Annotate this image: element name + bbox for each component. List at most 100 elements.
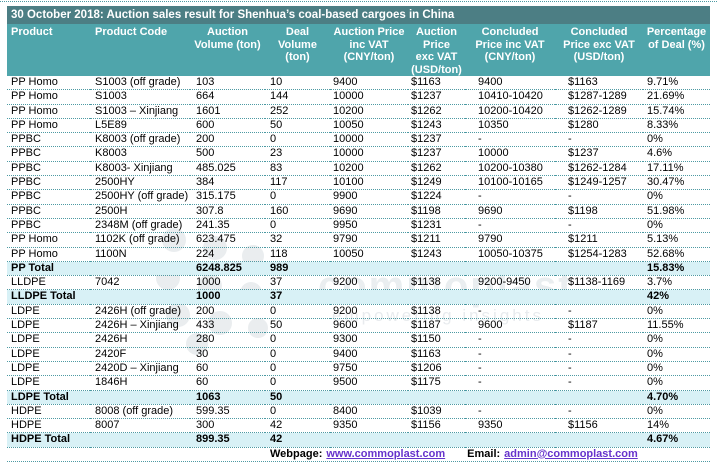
- column-header-auction-price-inc-vat: Auction Price inc VAT (CNY/ton): [330, 24, 408, 76]
- cell-product-code: 8007: [90, 418, 190, 434]
- cell-percentage-of-deal: 21.69%: [643, 89, 710, 105]
- cell-auction-price-exc-vat: $1237: [408, 132, 465, 148]
- cell-percentage-of-deal: 14%: [643, 418, 710, 434]
- cell-auction-volume: 60: [190, 361, 265, 377]
- cell-auction-price-exc-vat: $1138: [408, 304, 465, 320]
- cell-concluded-price-exc-vat: $1237: [555, 146, 643, 162]
- column-header-product-code: Product Code: [90, 24, 190, 76]
- cell-auction-price-exc-vat: $1163: [408, 347, 465, 362]
- cell-auction-price-inc-vat: 10000: [330, 132, 408, 148]
- cell-auction-price-exc-vat: $1243: [408, 118, 465, 134]
- cell-product-code: 1100N: [90, 247, 190, 262]
- cell-concluded-price-exc-vat: -: [555, 218, 643, 234]
- email-link[interactable]: admin@commoplast.com: [504, 447, 638, 460]
- cell-percentage-of-deal: 9.71%: [643, 76, 710, 91]
- cell-concluded-price-inc-vat: -: [465, 189, 555, 205]
- cell-deal-volume: 50: [265, 118, 330, 134]
- cell-concluded-price-inc-vat: [465, 390, 555, 405]
- cell-concluded-price-exc-vat: $1254-1283: [555, 247, 643, 262]
- cell-auction-volume: 485.025: [190, 161, 265, 177]
- cell-concluded-price-exc-vat: [555, 289, 643, 305]
- cell-concluded-price-exc-vat: $1198: [555, 204, 643, 219]
- cell-concluded-price-exc-vat: $1287-1289: [555, 89, 643, 105]
- cell-product-code: 1846H: [90, 375, 190, 391]
- cell-auction-volume: 599.35: [190, 404, 265, 420]
- table-row: PP Total 6248.825 989 15.83%: [7, 261, 710, 277]
- cell-auction-price-inc-vat: 8400: [330, 404, 408, 420]
- cell-auction-price-exc-vat: $1237: [408, 89, 465, 105]
- table-row: HDPE 8007 300 42 9350 $1156 9350 $1156 1…: [7, 418, 710, 434]
- cell-product-code: 2420F: [90, 347, 190, 362]
- cell-percentage-of-deal: 0%: [643, 304, 710, 320]
- cell-auction-volume: 600: [190, 118, 265, 134]
- cell-product: LLDPE: [7, 275, 90, 291]
- cell-concluded-price-inc-vat: [465, 261, 555, 277]
- cell-concluded-price-inc-vat: 10050-10375: [465, 247, 555, 262]
- cell-percentage-of-deal: 5.13%: [643, 232, 710, 248]
- cell-deal-volume: 0: [265, 132, 330, 148]
- cell-concluded-price-inc-vat: 9690: [465, 204, 555, 219]
- cell-product: PPBC: [7, 146, 90, 162]
- cell-deal-volume: 252: [265, 104, 330, 119]
- cell-product: LDPE: [7, 361, 90, 377]
- table-row: LDPE 2420D – Xinjiang 60 0 9750 $1206 - …: [7, 361, 710, 377]
- cell-auction-price-exc-vat: $1262: [408, 161, 465, 177]
- cell-percentage-of-deal: 42%: [643, 289, 710, 305]
- cell-product-code: 2426H – Xinjiang: [90, 318, 190, 334]
- cell-concluded-price-inc-vat: [465, 432, 555, 448]
- bottom-gridline: [7, 462, 710, 471]
- cell-auction-volume: 280: [190, 332, 265, 348]
- cell-concluded-price-inc-vat: 10200-10420: [465, 104, 555, 119]
- cell-auction-price-exc-vat: $1237: [408, 146, 465, 162]
- cell-product-code: 2426H: [90, 332, 190, 348]
- cell-auction-volume: 200: [190, 304, 265, 320]
- cell-auction-price-exc-vat: $1243: [408, 247, 465, 262]
- table-row: PPBC 2348M (off grade) 241.35 0 9950 $12…: [7, 218, 710, 234]
- cell-deal-volume: 42: [265, 432, 330, 448]
- cell-auction-price-inc-vat: [330, 432, 408, 448]
- column-header-concluded-price-exc-vat: Concluded Price exc VAT (USD/ton): [555, 24, 643, 76]
- cell-auction-volume: 315.175: [190, 189, 265, 205]
- cell-auction-price-inc-vat: [330, 261, 408, 277]
- cell-auction-volume: 6248.825: [190, 261, 265, 277]
- cell-deal-volume: 42: [265, 418, 330, 434]
- cell-auction-price-inc-vat: [330, 289, 408, 305]
- cell-auction-price-exc-vat: $1175: [408, 375, 465, 391]
- webpage-link[interactable]: www.commoplast.com: [326, 447, 446, 460]
- cell-auction-volume: 1063: [190, 390, 265, 405]
- cell-product-code: 2500HY (off grade): [90, 189, 190, 205]
- cell-concluded-price-exc-vat: -: [555, 404, 643, 420]
- cell-product: LDPE: [7, 332, 90, 348]
- cell-deal-volume: 0: [265, 332, 330, 348]
- cell-percentage-of-deal: 4.67%: [643, 432, 710, 448]
- cell-percentage-of-deal: 3.7%: [643, 275, 710, 291]
- cell-auction-price-inc-vat: 9300: [330, 332, 408, 348]
- cell-product-code: K8003: [90, 146, 190, 162]
- cell-concluded-price-exc-vat: -: [555, 347, 643, 362]
- cell-auction-volume: 300: [190, 418, 265, 434]
- cell-auction-price-inc-vat: 9900: [330, 189, 408, 205]
- cell-product-code: 2348M (off grade): [90, 218, 190, 234]
- table-row: PP Homo 1100N 224 118 10050 $1243 10050-…: [7, 247, 710, 262]
- cell-concluded-price-inc-vat: 10100-10165: [465, 175, 555, 191]
- cell-product: PPBC: [7, 161, 90, 177]
- cell-concluded-price-exc-vat: $1138-1169: [555, 275, 643, 291]
- cell-auction-volume: 1601: [190, 104, 265, 119]
- cell-product: LLDPE Total: [7, 289, 90, 305]
- cell-percentage-of-deal: 8.33%: [643, 118, 710, 134]
- cell-deal-volume: 0: [265, 218, 330, 234]
- cell-auction-volume: 664: [190, 89, 265, 105]
- cell-concluded-price-exc-vat: -: [555, 304, 643, 320]
- table-header-row: Product Product Code Auction Volume (ton…: [7, 24, 710, 76]
- cell-concluded-price-inc-vat: 10350: [465, 118, 555, 134]
- cell-percentage-of-deal: 11.55%: [643, 318, 710, 334]
- cell-auction-price-inc-vat: 10100: [330, 175, 408, 191]
- cell-auction-volume: 60: [190, 375, 265, 391]
- cell-auction-price-exc-vat: $1224: [408, 189, 465, 205]
- table-row: LLDPE Total 1000 37 42%: [7, 289, 710, 305]
- cell-percentage-of-deal: 0%: [643, 218, 710, 234]
- cell-auction-volume: 500: [190, 146, 265, 162]
- cell-deal-volume: 32: [265, 232, 330, 248]
- cell-concluded-price-inc-vat: -: [465, 332, 555, 348]
